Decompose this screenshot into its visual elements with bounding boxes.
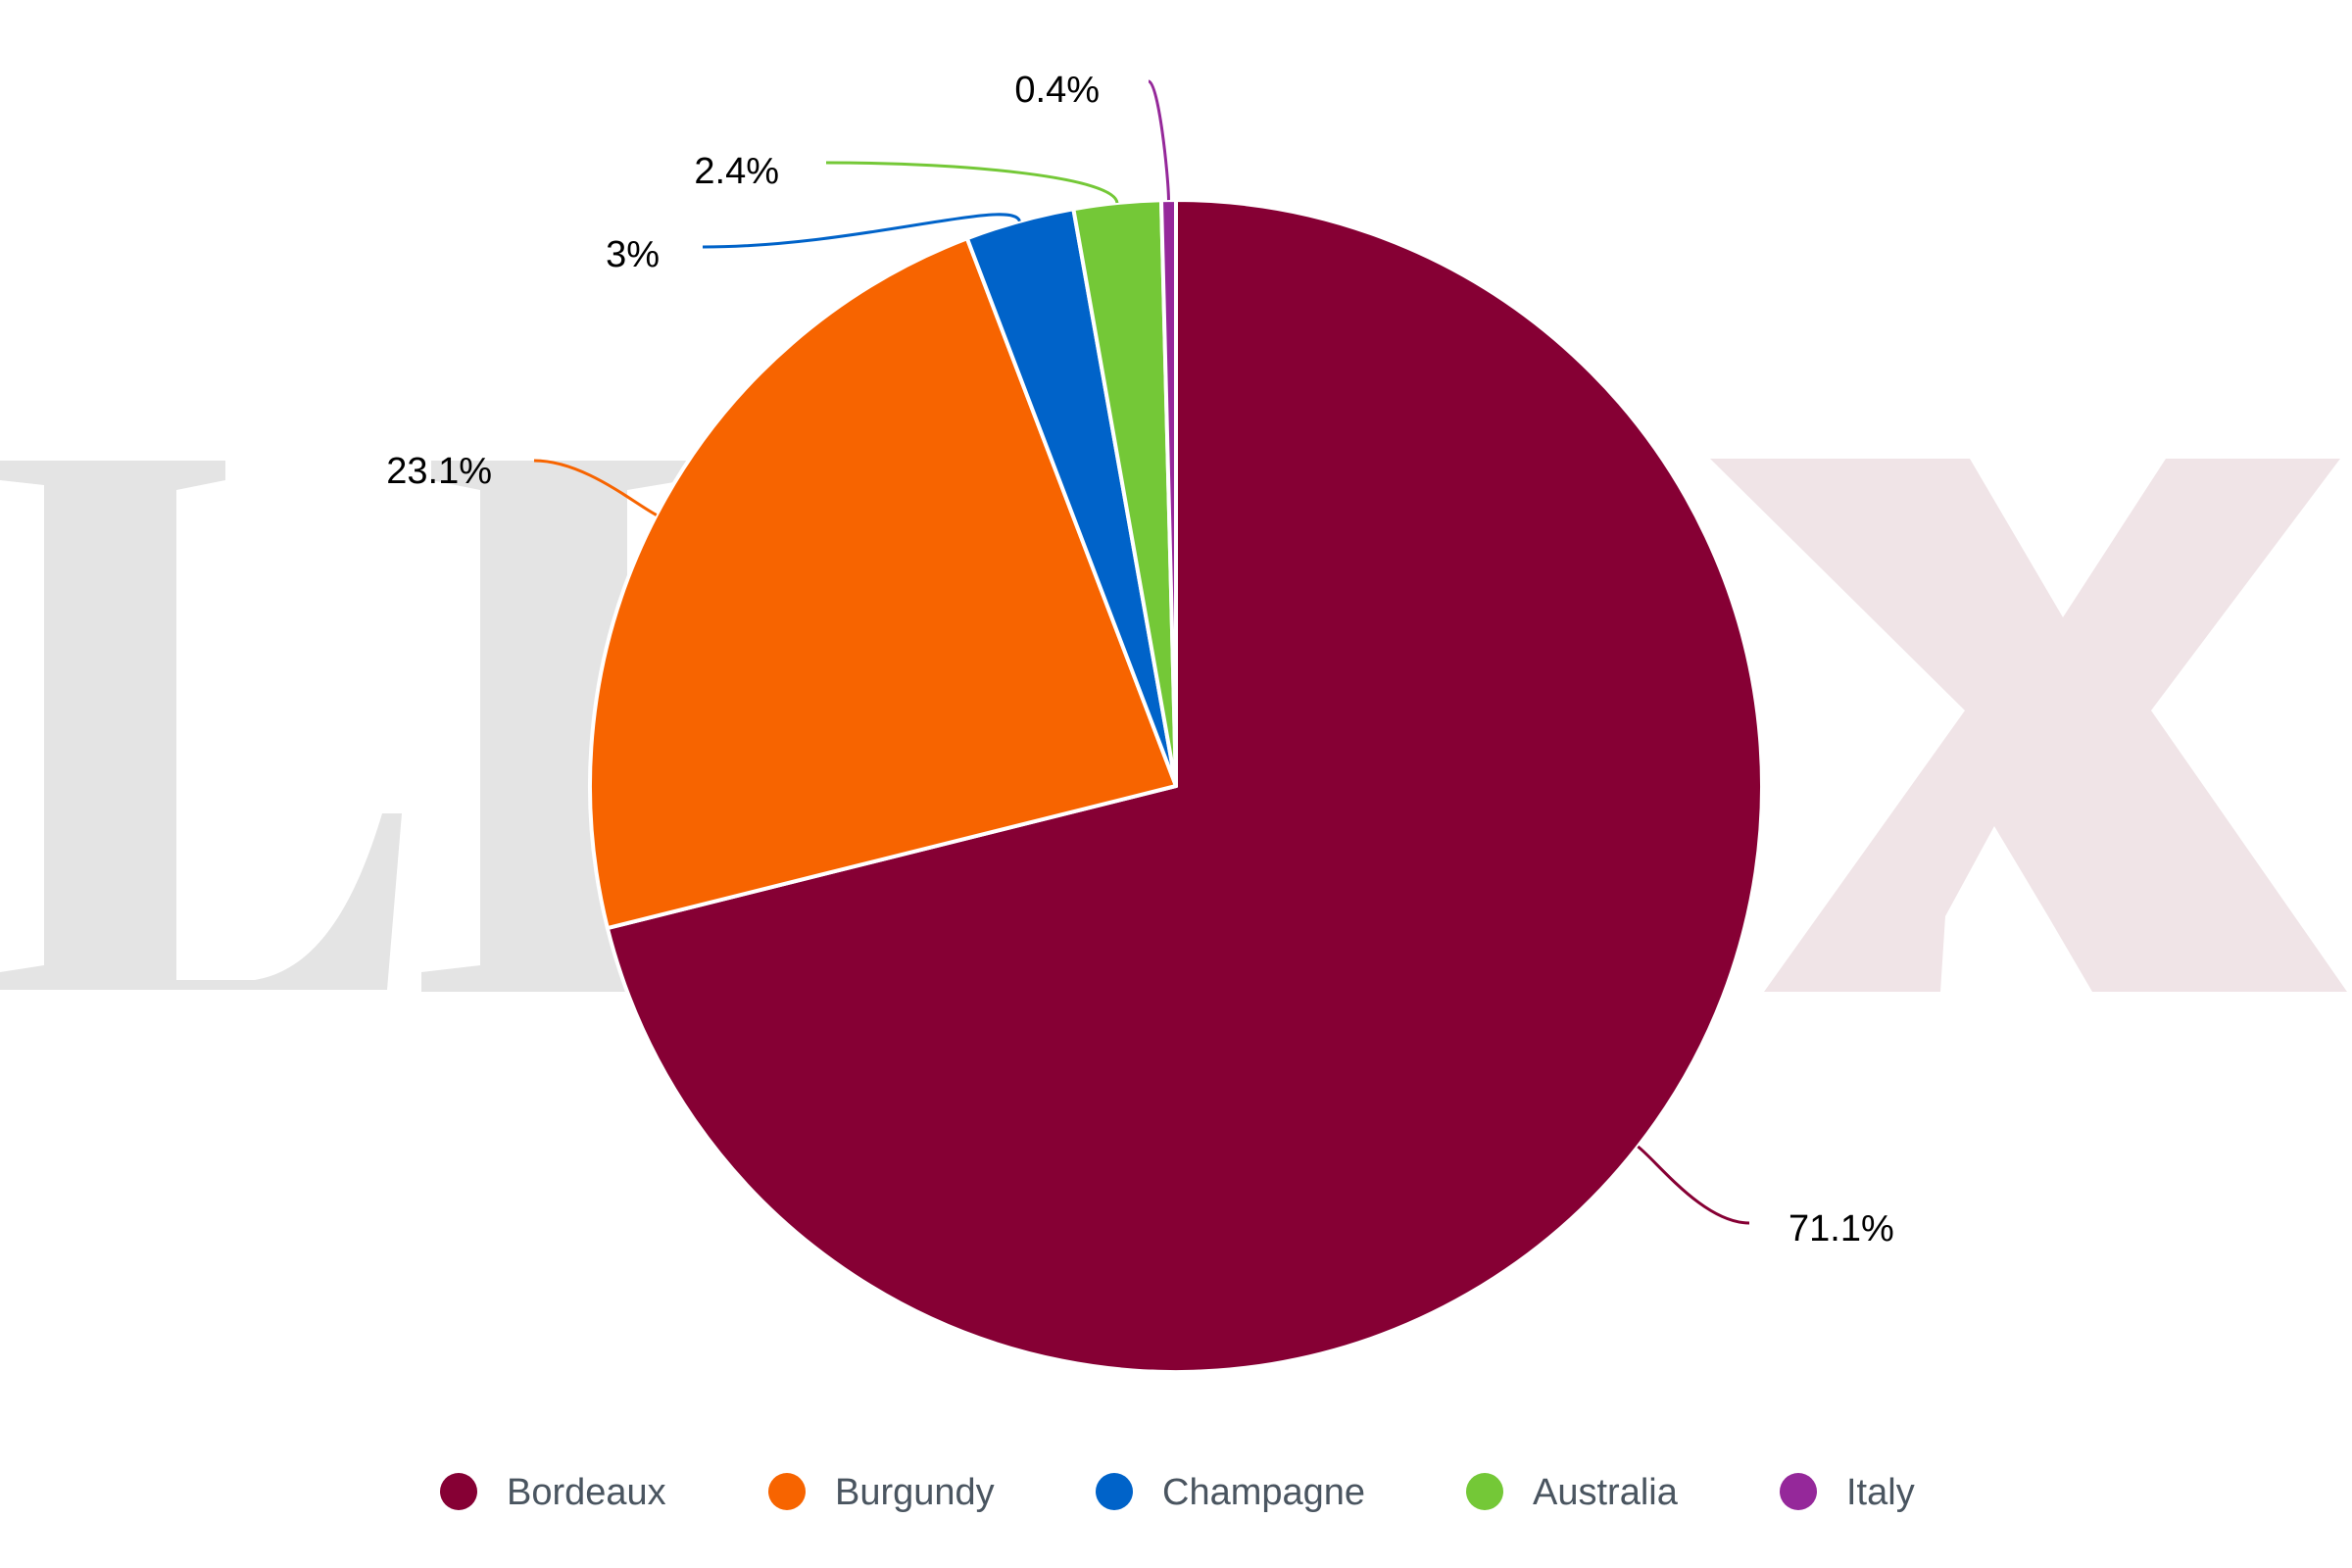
legend-item-australia[interactable]: Australia — [1466, 1472, 1679, 1513]
legend-item-italy[interactable]: Italy — [1780, 1472, 1915, 1513]
legend-marker-burgundy — [768, 1473, 806, 1510]
legend-label-bordeaux: Bordeaux — [507, 1472, 666, 1513]
legend-label-australia: Australia — [1533, 1472, 1679, 1513]
legend-marker-champagne — [1096, 1473, 1133, 1510]
leader-line-australia — [825, 161, 1119, 204]
legend-marker-italy — [1780, 1473, 1817, 1510]
pie-slice-bordeaux[interactable] — [605, 198, 1764, 1374]
legend-marker-bordeaux — [440, 1473, 477, 1510]
legend-item-bordeaux[interactable]: Bordeaux — [440, 1472, 666, 1513]
legend-marker-australia — [1466, 1473, 1503, 1510]
leader-line-champagne — [702, 213, 1021, 249]
legend-item-burgundy[interactable]: Burgundy — [768, 1472, 995, 1513]
data-label-champagne: 3% — [606, 234, 660, 275]
data-label-bordeaux: 71.1% — [1788, 1208, 1894, 1250]
pie-slices — [588, 198, 1764, 1374]
data-label-australia: 2.4% — [694, 151, 779, 192]
leader-line-bordeaux — [1637, 1145, 1750, 1225]
legend-item-champagne[interactable]: Champagne — [1096, 1472, 1365, 1513]
watermark-letter-x — [1710, 459, 2347, 992]
data-label-burgundy: 23.1% — [386, 451, 492, 492]
legend-label-italy: Italy — [1846, 1472, 1915, 1513]
legend: Bordeaux Burgundy Champagne Australia Italy — [440, 1472, 1915, 1513]
pie-slice-burgundy[interactable] — [588, 236, 1178, 931]
leader-line-burgundy — [533, 459, 658, 516]
legend-label-champagne: Champagne — [1162, 1472, 1365, 1513]
data-label-italy: 0.4% — [1014, 70, 1100, 111]
pie-slice-italy[interactable] — [1158, 198, 1178, 788]
legend-label-burgundy: Burgundy — [835, 1472, 995, 1513]
leader-lines — [533, 79, 1750, 1225]
leader-line-italy — [1148, 79, 1170, 201]
data-labels: 71.1% 23.1% 3% 2.4% 0.4% — [386, 70, 1894, 1250]
watermark-letter-l — [0, 461, 402, 990]
